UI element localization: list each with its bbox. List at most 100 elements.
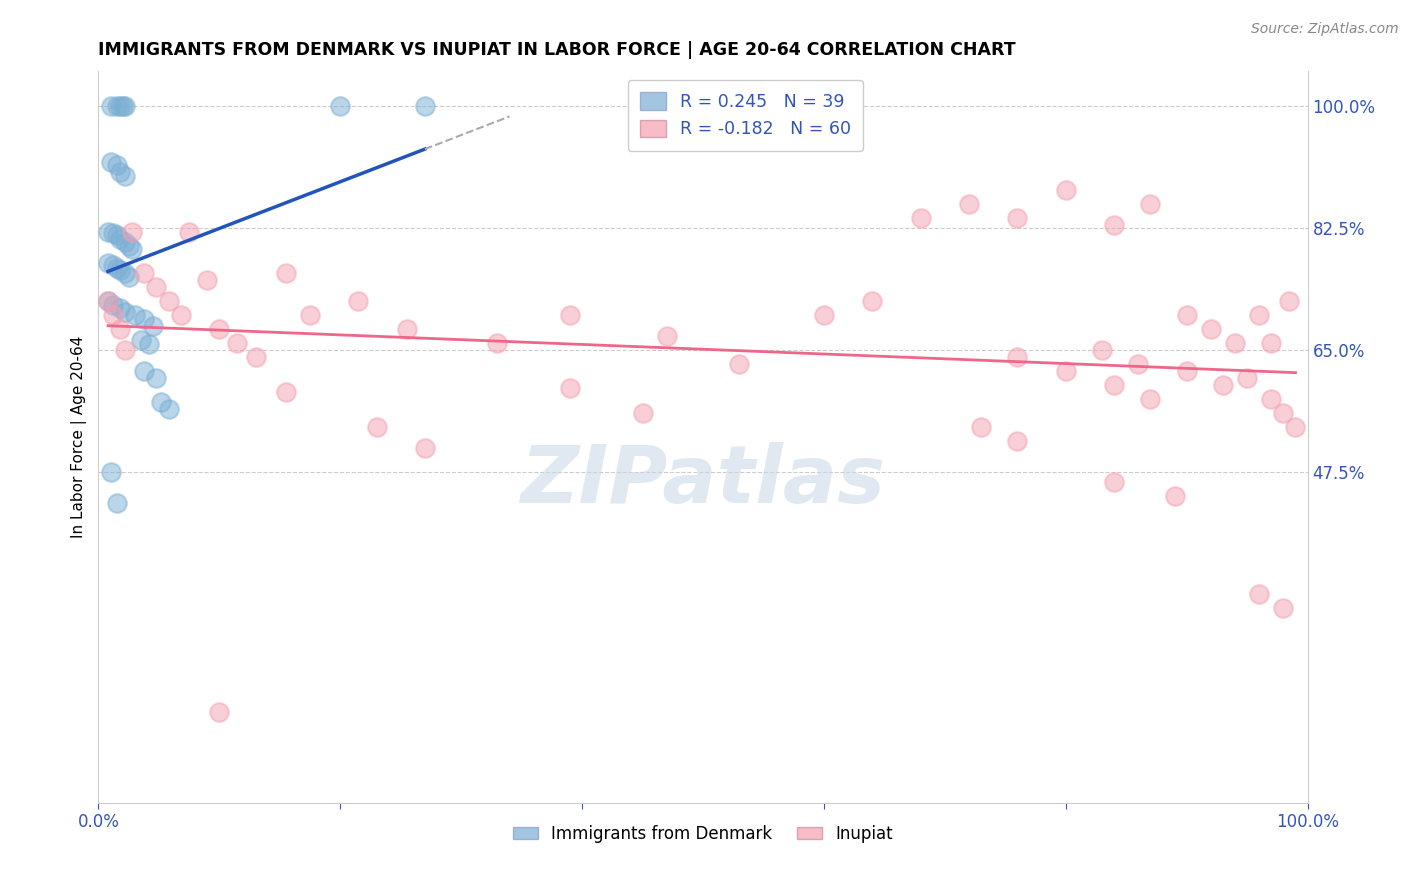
Point [114, 343, 136, 357]
Point [108, 231, 131, 245]
Point [299, 308, 322, 322]
Point [226, 336, 249, 351]
Point [134, 311, 156, 326]
Point [1272, 600, 1295, 615]
Point [1284, 419, 1306, 434]
Point [1236, 371, 1258, 385]
Point [245, 350, 267, 364]
Point [114, 99, 136, 113]
Point [195, 273, 218, 287]
Point [100, 465, 122, 479]
Point [121, 242, 143, 256]
Point [208, 705, 231, 719]
Point [100, 155, 122, 169]
Point [413, 441, 436, 455]
Point [105, 260, 128, 275]
Point [486, 336, 509, 351]
Point [108, 263, 131, 277]
Point [1007, 434, 1029, 448]
Point [105, 228, 128, 243]
Point [157, 402, 180, 417]
Point [142, 318, 165, 333]
Point [558, 308, 581, 322]
Point [97, 225, 120, 239]
Point [114, 169, 136, 183]
Point [813, 308, 835, 322]
Point [1007, 350, 1029, 364]
Point [274, 266, 297, 280]
Point [101, 308, 124, 322]
Point [100, 99, 122, 113]
Point [558, 381, 581, 395]
Point [860, 294, 883, 309]
Point [108, 99, 131, 113]
Point [111, 99, 134, 113]
Point [1054, 364, 1077, 378]
Y-axis label: In Labor Force | Age 20-64: In Labor Force | Age 20-64 [72, 336, 87, 538]
Point [957, 196, 980, 211]
Point [97, 256, 120, 270]
Point [1249, 308, 1271, 322]
Point [1091, 343, 1114, 357]
Point [157, 294, 180, 309]
Text: IMMIGRANTS FROM DENMARK VS INUPIAT IN LABOR FORCE | AGE 20-64 CORRELATION CHART: IMMIGRANTS FROM DENMARK VS INUPIAT IN LA… [98, 41, 1017, 59]
Point [208, 322, 231, 336]
Point [108, 322, 131, 336]
Point [910, 211, 932, 225]
Point [1223, 336, 1246, 351]
Point [105, 496, 128, 510]
Point [728, 357, 751, 371]
Point [134, 266, 156, 280]
Point [145, 371, 167, 385]
Point [1212, 377, 1234, 392]
Point [413, 99, 436, 113]
Point [1175, 364, 1198, 378]
Point [1175, 308, 1198, 322]
Point [101, 298, 124, 312]
Point [1102, 475, 1125, 490]
Point [1007, 211, 1029, 225]
Point [366, 419, 388, 434]
Point [329, 99, 352, 113]
Point [101, 226, 124, 240]
Point [970, 419, 993, 434]
Point [1054, 183, 1077, 197]
Point [395, 322, 418, 336]
Point [274, 384, 297, 399]
Point [1163, 489, 1185, 503]
Point [655, 329, 678, 343]
Point [129, 333, 152, 347]
Legend: Immigrants from Denmark, Inupiat: Immigrants from Denmark, Inupiat [506, 818, 900, 849]
Point [114, 266, 136, 280]
Point [114, 304, 136, 318]
Point [347, 294, 370, 309]
Point [1278, 294, 1301, 309]
Point [1260, 392, 1282, 406]
Point [1102, 218, 1125, 232]
Point [1260, 336, 1282, 351]
Point [631, 406, 654, 420]
Point [121, 225, 143, 239]
Point [138, 337, 160, 351]
Point [105, 158, 128, 172]
Point [118, 238, 141, 252]
Point [105, 99, 128, 113]
Point [118, 269, 141, 284]
Point [108, 301, 131, 316]
Point [97, 294, 120, 309]
Point [134, 364, 156, 378]
Point [1272, 406, 1295, 420]
Point [114, 235, 136, 249]
Point [1139, 392, 1161, 406]
Text: ZIPatlas: ZIPatlas [520, 442, 886, 520]
Point [1139, 196, 1161, 211]
Point [97, 294, 120, 309]
Point [108, 165, 131, 179]
Point [1102, 377, 1125, 392]
Point [150, 395, 173, 409]
Point [145, 280, 167, 294]
Point [1249, 587, 1271, 601]
Point [179, 225, 201, 239]
Point [169, 308, 191, 322]
Text: Source: ZipAtlas.com: Source: ZipAtlas.com [1251, 22, 1399, 37]
